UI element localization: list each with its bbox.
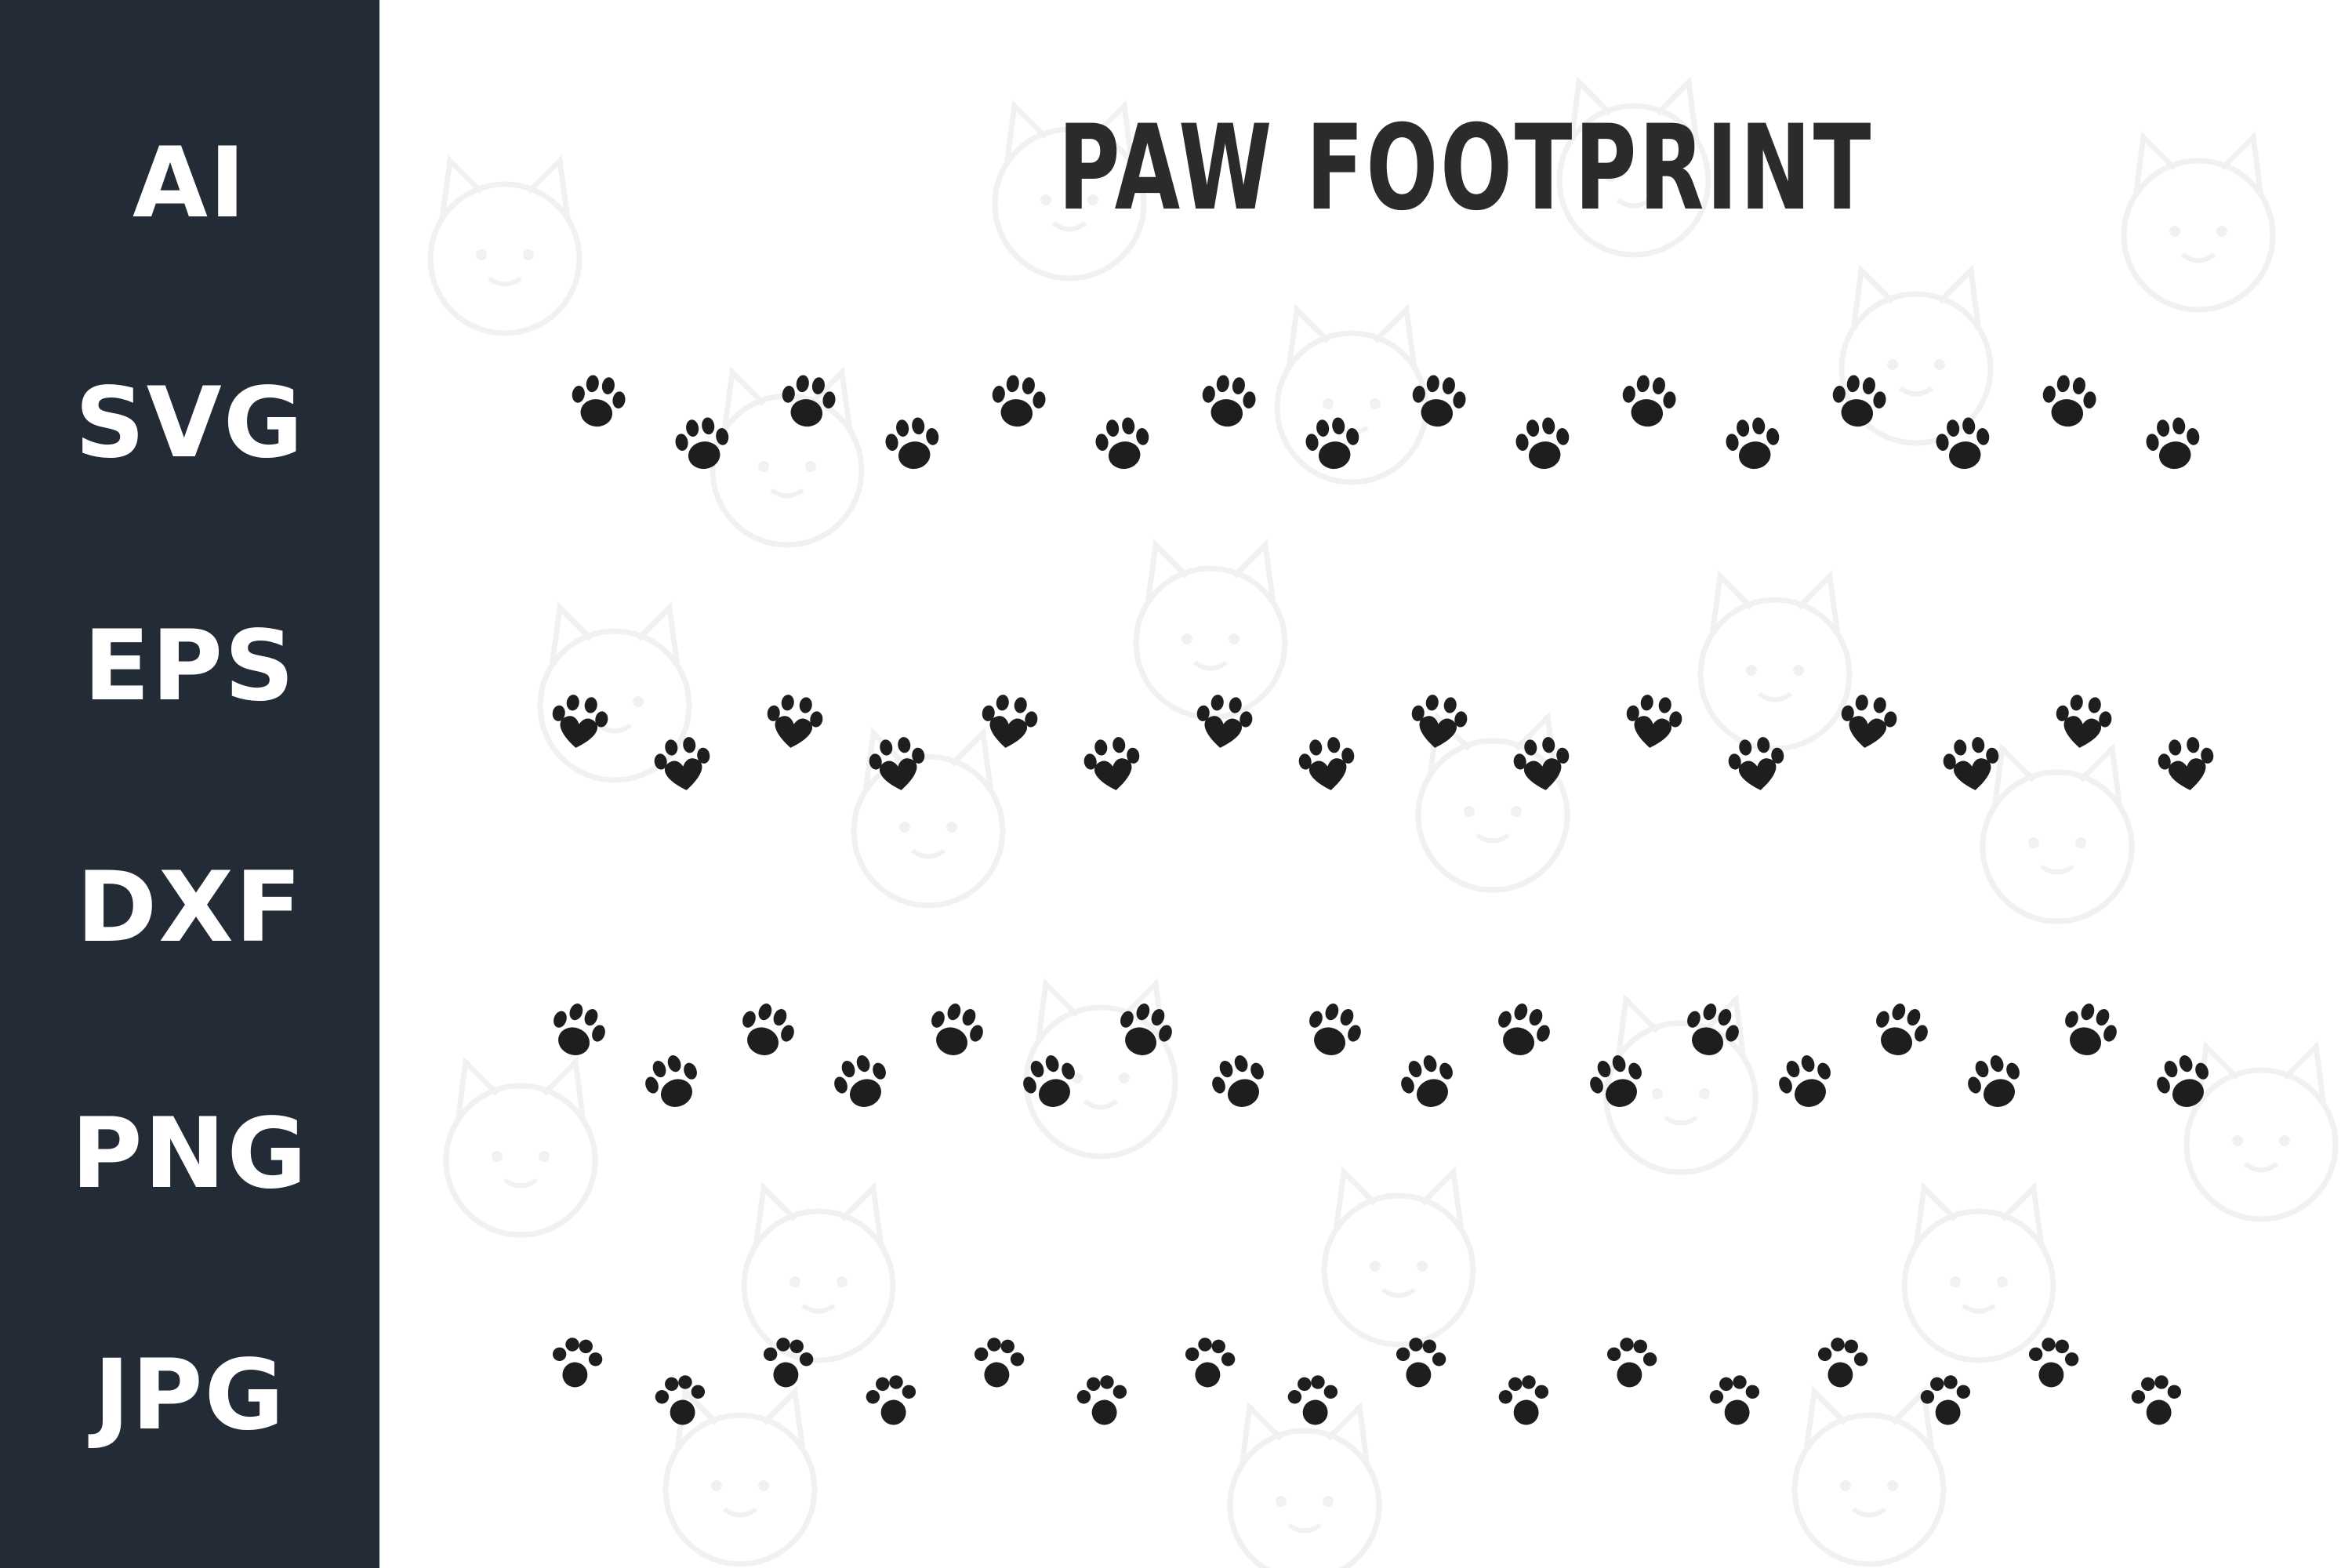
format-label-jpg: JPG: [93, 1339, 286, 1452]
paw-icon: [1287, 1375, 1338, 1425]
format-label-svg: SVG: [74, 367, 305, 480]
paw-icon: [1687, 1004, 1739, 1055]
paw-icon: [1515, 417, 1570, 470]
paw-icon: [675, 417, 729, 470]
paw-icon: [1726, 417, 1780, 470]
format-label-png: PNG: [71, 1098, 309, 1210]
paw-icon: [2158, 737, 2214, 790]
paw-icon: [654, 737, 710, 790]
paw-icon: [645, 1055, 697, 1107]
cat-face-icon: [1838, 264, 1994, 446]
paw-icon: [1411, 695, 1468, 748]
paw-icon: [1876, 1004, 1928, 1055]
paw-icon: [1196, 695, 1253, 748]
paw-icon: [1936, 417, 1990, 470]
paw-icon: [982, 695, 1038, 748]
paw-icon: [885, 417, 939, 470]
paw-icon: [552, 695, 608, 748]
cat-face-icon: [1415, 711, 1570, 893]
cat-face-icon: [1321, 1166, 1476, 1348]
format-label-ai: AI: [132, 127, 248, 240]
paw-icon: [1498, 1004, 1550, 1055]
paw-icon: [1728, 737, 1784, 790]
paw-icon: [1943, 737, 1999, 790]
paw-icon: [1841, 695, 1897, 748]
cat-face-icon: [1556, 76, 1711, 258]
paw-icon: [2065, 1004, 2117, 1055]
paw-icon: [767, 695, 823, 748]
paw-icon: [1202, 375, 1256, 427]
cat-face-icon: [851, 727, 1006, 909]
cat-face-icon: [1901, 1181, 2056, 1363]
paw-icon: [1309, 1004, 1361, 1055]
paw-icon: [1832, 375, 1886, 427]
paw-icon: [2028, 1338, 2079, 1388]
paw-icon: [2042, 375, 2096, 427]
paw-icon: [1606, 1338, 1657, 1388]
paw-icon: [1095, 417, 1149, 470]
paw-icon: [552, 1338, 603, 1388]
paw-icon: [1076, 1375, 1127, 1425]
cat-face-icon: [537, 601, 692, 783]
cat-face-icon: [1227, 1401, 1382, 1568]
paw-icon: [1298, 737, 1355, 790]
cat-face-icon: [1980, 742, 2135, 924]
paw-icon: [869, 737, 925, 790]
paw-icon: [1185, 1338, 1236, 1388]
paw-icon: [742, 1004, 794, 1055]
paw-icon: [1401, 1055, 1453, 1107]
paw-icon: [1412, 375, 1466, 427]
paw-icon: [572, 375, 626, 427]
paw-icon: [1817, 1338, 1868, 1388]
paw-icon: [1083, 737, 1140, 790]
cat-face-icon: [662, 1385, 818, 1567]
cat-face-icon: [741, 1181, 896, 1363]
format-sidebar: AI SVG EPS DXF PNG JPG: [0, 0, 379, 1568]
paw-icon: [655, 1375, 706, 1425]
paw-icon: [2056, 695, 2112, 748]
cat-watermark-pattern: [427, 76, 2339, 1568]
paw-icon: [1779, 1055, 1831, 1107]
cat-face-icon: [427, 154, 583, 336]
paw-icon: [1305, 417, 1359, 470]
format-label-eps: EPS: [83, 610, 296, 723]
paw-icon: [2146, 417, 2200, 470]
paw-icon: [1709, 1375, 1760, 1425]
paw-icon: [834, 1055, 886, 1107]
paw-icon: [931, 1004, 983, 1055]
paw-icon: [1498, 1375, 1549, 1425]
paw-icon: [782, 375, 836, 427]
paw-icon: [1513, 737, 1570, 790]
paw-icon: [974, 1338, 1025, 1388]
paw-icon: [866, 1375, 916, 1425]
cat-face-icon: [992, 100, 1147, 281]
paw-icon: [2131, 1375, 2182, 1425]
paw-icon: [1968, 1055, 2020, 1107]
paw-icon: [992, 375, 1046, 427]
paw-icon: [1920, 1375, 1971, 1425]
paw-icon: [1023, 1055, 1075, 1107]
paw-icon: [2157, 1055, 2209, 1107]
cat-face-icon: [2121, 131, 2276, 313]
paw-icon: [1590, 1055, 1642, 1107]
paw-icon: [1120, 1004, 1172, 1055]
paw-icon: [1212, 1055, 1264, 1107]
page-title: PAW FOOTPRINT: [1058, 100, 1874, 237]
cat-face-icon: [443, 1056, 598, 1238]
paw-icon: [1626, 695, 1682, 748]
content-canvas: [379, 0, 2352, 1568]
paw-icon: [1396, 1338, 1446, 1388]
paw-icon: [763, 1338, 814, 1388]
paw-icon: [1622, 375, 1676, 427]
format-label-dxf: DXF: [76, 851, 303, 964]
paw-icon: [554, 1004, 605, 1055]
